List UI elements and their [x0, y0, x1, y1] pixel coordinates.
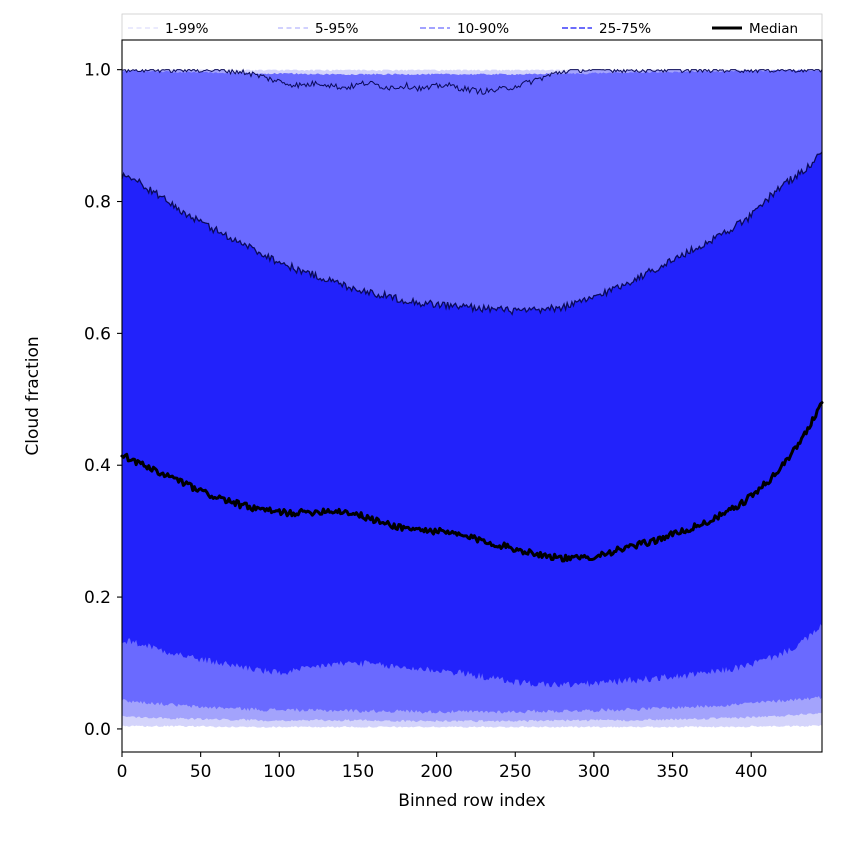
y-tick-label: 0.6 [84, 324, 111, 344]
plot-area [120, 39, 824, 753]
x-tick-label: 100 [263, 762, 295, 782]
x-tick-label: 0 [117, 762, 128, 782]
legend-frame [121, 13, 823, 42]
y-tick-label: 0.0 [84, 720, 111, 740]
p75-boundary [121, 151, 823, 316]
legend-label: 5-95% [315, 21, 359, 37]
x-tick-label: 300 [578, 762, 610, 782]
x-axis: 0 50 100 150 200 250 300 350 400 [117, 752, 767, 782]
y-tick-label: 1.0 [84, 61, 111, 81]
axes-frame [121, 39, 823, 753]
x-tick-label: 350 [656, 762, 688, 782]
band-25-75 [122, 152, 822, 688]
legend: 1-99% 5-95% 10-90% 25-75% Median [121, 13, 823, 42]
x-tick-label: 250 [499, 762, 531, 782]
median-line [120, 401, 824, 563]
p95-boundary [121, 68, 823, 96]
x-axis-title: Binned row index [398, 791, 545, 811]
legend-label: 25-75% [599, 21, 651, 37]
percentile-boundary-lines [121, 68, 823, 316]
legend-label: 10-90% [457, 21, 509, 37]
y-tick-label: 0.2 [84, 588, 111, 608]
x-tick-label: 150 [342, 762, 374, 782]
y-tick-label: 0.8 [84, 193, 111, 213]
percentile-bands [122, 69, 822, 728]
legend-label: 1-99% [165, 21, 209, 37]
y-axis: 0.0 0.2 0.4 0.6 0.8 1.0 [84, 61, 122, 740]
x-tick-label: 200 [420, 762, 452, 782]
y-axis-title: Cloud fraction [23, 336, 43, 455]
y-tick-label: 0.4 [84, 456, 111, 476]
x-tick-label: 400 [735, 762, 767, 782]
x-tick-label: 50 [190, 762, 212, 782]
legend-label: Median [749, 21, 798, 37]
